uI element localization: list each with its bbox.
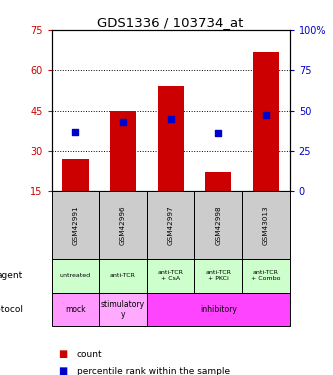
Bar	[52, 259, 99, 292]
Bar	[147, 292, 290, 326]
Bar	[147, 191, 194, 259]
Text: GSM42998: GSM42998	[215, 205, 221, 245]
Bar	[52, 191, 99, 259]
Point	[168, 116, 173, 122]
Text: GSM42996: GSM42996	[120, 205, 126, 245]
Bar	[242, 191, 290, 259]
Text: percentile rank within the sample: percentile rank within the sample	[77, 367, 230, 375]
Text: inhibitory: inhibitory	[200, 305, 237, 314]
Point	[216, 130, 221, 136]
Bar	[62, 159, 89, 191]
Bar	[52, 292, 99, 326]
Bar	[110, 111, 136, 191]
Text: anti-TCR
+ CsA: anti-TCR + CsA	[158, 270, 183, 281]
Text: ■: ■	[58, 350, 68, 359]
Text: anti-TCR: anti-TCR	[110, 273, 136, 278]
Text: stimulatory
y: stimulatory y	[101, 300, 145, 319]
Title: GDS1336 / 103734_at: GDS1336 / 103734_at	[98, 16, 244, 29]
Bar	[158, 87, 184, 191]
Bar	[147, 259, 194, 292]
Text: mock: mock	[65, 305, 86, 314]
Text: count: count	[77, 350, 102, 359]
Bar	[194, 259, 242, 292]
Bar	[242, 259, 290, 292]
Text: protocol: protocol	[0, 305, 23, 314]
Bar	[99, 191, 147, 259]
Text: anti-TCR
+ Combo: anti-TCR + Combo	[251, 270, 281, 281]
Text: GSM43013: GSM43013	[263, 205, 269, 245]
Bar	[253, 51, 279, 191]
Bar	[99, 292, 147, 326]
Bar	[194, 191, 242, 259]
Text: GSM42997: GSM42997	[167, 205, 174, 245]
Bar	[205, 172, 231, 191]
Text: untreated: untreated	[60, 273, 91, 278]
Point	[263, 112, 268, 118]
Bar	[99, 259, 147, 292]
Text: anti-TCR
+ PKCi: anti-TCR + PKCi	[205, 270, 231, 281]
Text: GSM42991: GSM42991	[72, 205, 79, 245]
Text: ■: ■	[58, 366, 68, 375]
Point	[73, 129, 78, 135]
Text: agent: agent	[0, 271, 23, 280]
Point	[121, 119, 126, 125]
